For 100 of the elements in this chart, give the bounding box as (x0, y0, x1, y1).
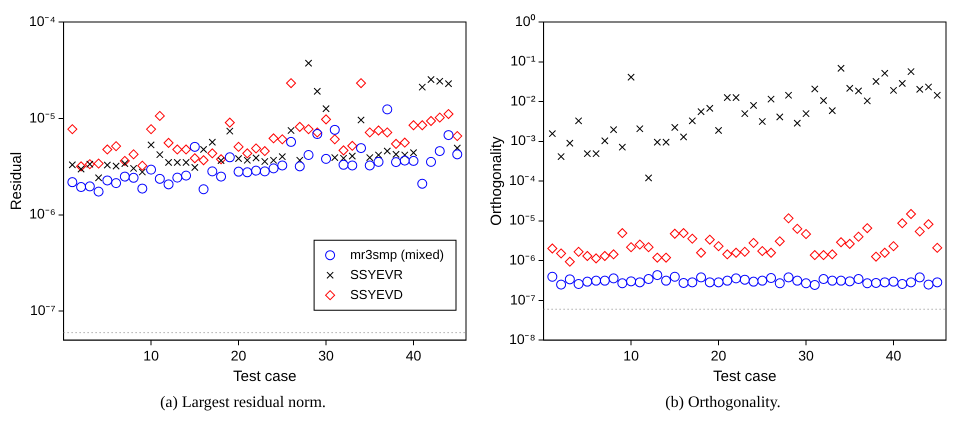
point (400, 138, 410, 148)
point (226, 127, 234, 135)
point (678, 278, 689, 288)
point (671, 124, 678, 132)
point (391, 138, 402, 149)
point (704, 277, 715, 288)
point (294, 122, 305, 132)
point (268, 133, 279, 144)
point (304, 150, 314, 160)
point (268, 163, 279, 174)
point (696, 272, 706, 282)
point (207, 148, 218, 158)
point (732, 94, 740, 102)
point (644, 274, 654, 284)
point (347, 160, 358, 170)
point (932, 277, 942, 288)
point (426, 116, 436, 126)
point (678, 228, 689, 238)
y-axis-title: Orthogonality (488, 136, 506, 226)
point (200, 146, 208, 154)
point (608, 273, 619, 284)
point (722, 249, 732, 260)
y-tick-label: 10⁻⁴ (508, 172, 536, 188)
point (174, 158, 181, 166)
point (591, 276, 602, 286)
point (426, 156, 436, 167)
point (112, 162, 120, 170)
legend-label: SSYEVR (350, 266, 403, 282)
point (251, 166, 262, 176)
point (130, 164, 138, 172)
point (784, 213, 794, 224)
point (330, 124, 340, 135)
x-tick-label: 20 (710, 347, 727, 364)
point (731, 273, 742, 284)
point (287, 126, 295, 134)
point (670, 228, 680, 239)
x-tick-label: 10 (623, 347, 640, 364)
point (277, 134, 288, 144)
point (366, 154, 374, 162)
point (434, 112, 445, 123)
point (111, 141, 122, 152)
point (696, 248, 706, 258)
point (608, 249, 619, 260)
point (784, 272, 794, 282)
point (626, 276, 636, 286)
x-tick-label: 10 (143, 347, 160, 364)
point (881, 70, 888, 77)
point (277, 160, 288, 170)
point (76, 182, 86, 192)
point (914, 272, 925, 282)
point (216, 172, 226, 182)
point (146, 124, 156, 134)
point (454, 144, 461, 152)
point (774, 236, 785, 246)
y-tick-label: 10⁻⁴ (28, 12, 56, 29)
point (652, 252, 662, 263)
text: (a) Largest residual norm. (160, 394, 326, 412)
legend-label: SSYEVD (350, 286, 403, 302)
point (828, 107, 836, 114)
point (932, 242, 942, 253)
point (374, 151, 382, 159)
x-axis-title: Test case (713, 368, 776, 386)
point (564, 274, 575, 284)
point (128, 172, 139, 183)
point (340, 154, 348, 162)
point (601, 137, 609, 144)
point (687, 277, 698, 288)
point (924, 83, 932, 91)
point (94, 186, 104, 197)
point (906, 208, 916, 219)
point (270, 156, 278, 164)
point (207, 166, 218, 176)
point (934, 92, 941, 99)
point (137, 184, 148, 194)
point (304, 59, 312, 67)
point (547, 244, 558, 254)
y-tick-label: 10⁻⁷ (510, 291, 536, 308)
x-tick-label: 30 (318, 347, 334, 364)
point (871, 278, 882, 288)
y-tick-label: 10⁰ (515, 12, 536, 29)
point (854, 232, 864, 242)
point (574, 117, 582, 125)
point (556, 248, 566, 258)
point (408, 120, 419, 130)
point (906, 277, 916, 288)
point (740, 274, 750, 285)
point (662, 138, 670, 146)
point (400, 156, 410, 166)
y-tick-label: 10⁻⁸ (509, 331, 536, 348)
point (304, 124, 314, 134)
point (410, 148, 418, 156)
point (584, 150, 592, 158)
x-tick-label: 30 (798, 347, 814, 364)
point (242, 148, 252, 158)
point (714, 126, 722, 134)
point (582, 276, 592, 287)
x-axis-title: Test case (233, 368, 296, 386)
point (600, 276, 610, 286)
point (582, 250, 592, 261)
point (801, 229, 812, 240)
